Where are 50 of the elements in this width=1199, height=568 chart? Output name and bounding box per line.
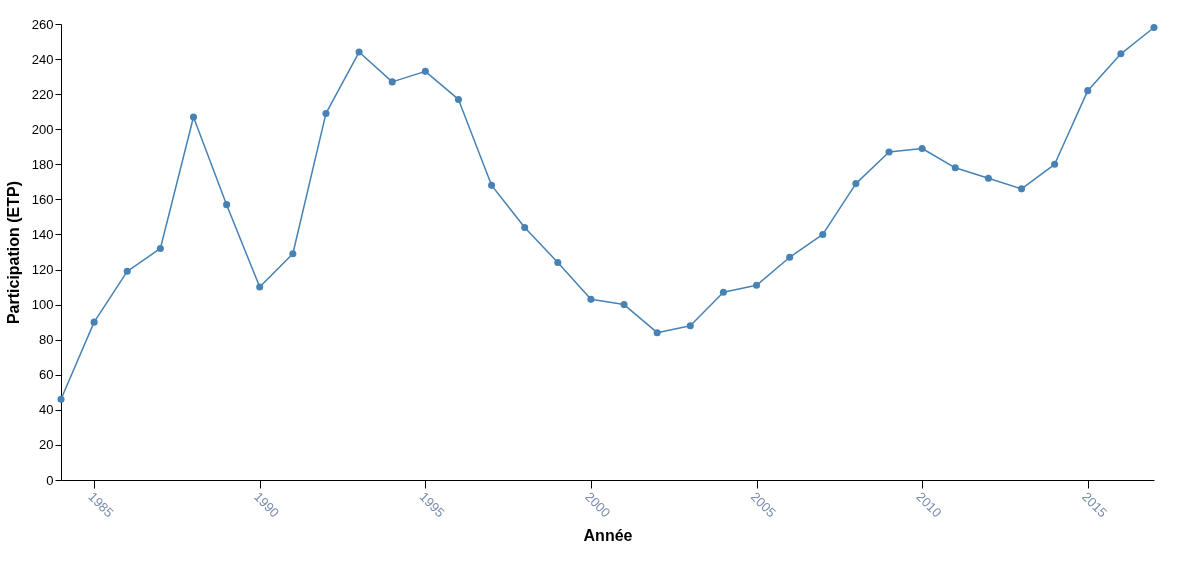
point	[951, 164, 959, 172]
y-tick-label: 60	[39, 367, 54, 383]
y-tick-label: 220	[31, 86, 54, 102]
point	[918, 144, 926, 153]
point	[57, 395, 65, 403]
point	[90, 318, 98, 326]
point	[554, 258, 562, 267]
point	[620, 301, 628, 309]
point	[786, 253, 794, 261]
y-tick-label: 0	[46, 472, 54, 488]
y-tick-label: 100	[31, 297, 54, 313]
y-tick-label: 140	[31, 226, 54, 242]
point	[885, 148, 893, 156]
point	[686, 322, 694, 330]
y-tick-label: 20	[39, 437, 54, 453]
point	[852, 180, 860, 188]
point	[421, 67, 429, 75]
y-tick-label: 80	[39, 332, 54, 348]
point	[123, 267, 131, 275]
point	[521, 223, 529, 231]
point	[488, 181, 496, 189]
point	[653, 329, 661, 337]
point	[454, 95, 462, 103]
point	[223, 201, 231, 209]
y-axis-title: Participation (ETP)	[4, 180, 22, 325]
point	[355, 48, 363, 56]
point	[1051, 160, 1059, 168]
point	[587, 295, 595, 303]
y-tick-label: 40	[39, 402, 54, 418]
y-tick-label: 180	[31, 156, 54, 172]
point	[819, 230, 827, 238]
y-tick-label: 260	[31, 16, 54, 32]
y-tick-label: 120	[31, 262, 54, 278]
point	[322, 109, 330, 117]
point	[289, 250, 297, 258]
point	[753, 281, 761, 289]
point	[256, 283, 264, 291]
point	[984, 174, 992, 182]
y-tick-label: 160	[31, 191, 54, 207]
point	[388, 78, 396, 86]
y-tick-label: 200	[31, 121, 54, 137]
point	[1017, 185, 1026, 193]
point	[1117, 50, 1125, 58]
point	[1150, 23, 1158, 32]
point	[156, 244, 164, 253]
point	[189, 113, 198, 121]
y-tick-label: 240	[31, 51, 54, 67]
point	[719, 288, 727, 296]
point	[1084, 87, 1092, 95]
x-axis-title: Année	[583, 527, 633, 545]
